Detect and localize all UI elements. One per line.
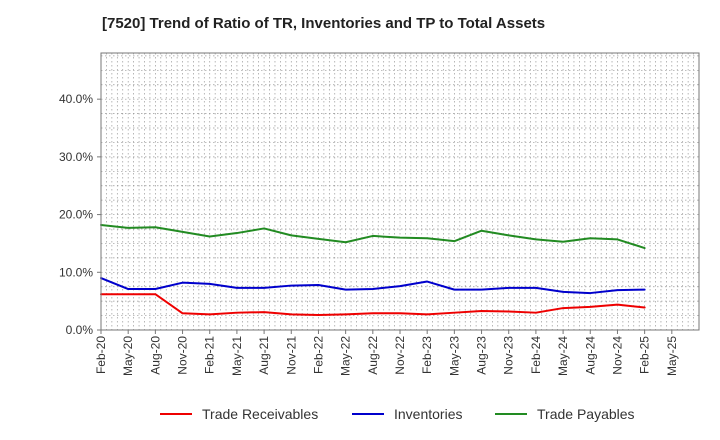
legend-label-trade-payables: Trade Payables bbox=[537, 406, 635, 422]
y-tick-label: 40.0% bbox=[59, 92, 93, 106]
x-tick-label: Aug-23 bbox=[475, 336, 489, 375]
y-tick-label: 30.0% bbox=[59, 150, 93, 164]
x-tick-label: Nov-23 bbox=[502, 336, 516, 375]
plot-background bbox=[101, 53, 699, 330]
x-tick-label: May-24 bbox=[556, 336, 570, 376]
chart-title: [7520] Trend of Ratio of TR, Inventories… bbox=[102, 15, 546, 32]
x-tick-label: Nov-21 bbox=[284, 336, 298, 375]
x-tick-label: Aug-22 bbox=[366, 336, 380, 375]
legend-item-trade-payables: Trade Payables bbox=[495, 404, 635, 424]
legend-swatch-inventories bbox=[352, 413, 384, 415]
x-tick-label: Nov-24 bbox=[610, 336, 624, 375]
series-line-trade-payables bbox=[100, 223, 646, 250]
y-tick-label: 10.0% bbox=[59, 265, 93, 279]
x-tick-label: May-23 bbox=[447, 336, 461, 376]
legend-label-inventories: Inventories bbox=[394, 406, 463, 422]
x-tick-label: Aug-21 bbox=[257, 336, 271, 375]
x-tick-label: May-21 bbox=[230, 336, 244, 376]
legend: Trade Receivables Inventories Trade Paya… bbox=[0, 404, 720, 424]
x-tick-label: Feb-20 bbox=[94, 336, 108, 374]
legend-swatch-trade-payables bbox=[495, 413, 527, 415]
legend-swatch-trade-receivables bbox=[160, 413, 192, 415]
x-tick-label: Nov-22 bbox=[393, 336, 407, 375]
x-tick-label: Nov-20 bbox=[176, 336, 190, 375]
x-tick-label: May-25 bbox=[665, 336, 679, 376]
y-tick-label: 0.0% bbox=[66, 323, 94, 337]
x-tick-label: Aug-24 bbox=[583, 336, 597, 375]
series-line-trade-receivables bbox=[100, 293, 646, 316]
x-tick-label: Feb-22 bbox=[311, 336, 325, 374]
x-tick-label: Feb-25 bbox=[638, 336, 652, 374]
y-tick-label: 20.0% bbox=[59, 208, 93, 222]
x-axis-tick-labels: Feb-20 May-20 Aug-20 Nov-20 Feb-21 May-21 Aug-… bbox=[94, 330, 679, 376]
x-tick-label: Feb-23 bbox=[420, 336, 434, 374]
x-tick-label: Feb-24 bbox=[529, 336, 543, 374]
x-tick-label: Feb-21 bbox=[203, 336, 217, 374]
legend-item-trade-receivables: Trade Receivables bbox=[160, 404, 318, 424]
x-tick-label: May-20 bbox=[121, 336, 135, 376]
legend-item-inventories: Inventories bbox=[352, 404, 462, 424]
x-tick-label: May-22 bbox=[339, 336, 353, 376]
y-axis-tick-labels: 0.0% 10.0% 20.0% 30.0% 40.0% bbox=[59, 92, 101, 337]
legend-label-trade-receivables: Trade Receivables bbox=[202, 406, 319, 422]
series-lines bbox=[100, 223, 646, 316]
series-line-inventories bbox=[100, 277, 646, 295]
x-tick-label: Aug-20 bbox=[148, 336, 162, 375]
